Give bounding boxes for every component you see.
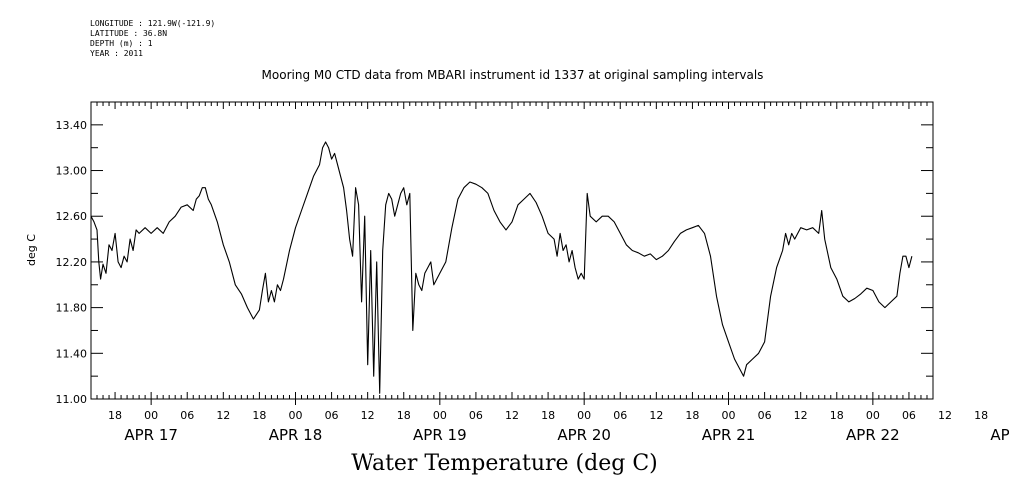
plot-frame <box>90 101 934 400</box>
x-hour-label: 12 <box>794 409 808 422</box>
x-hour-label: 18 <box>252 409 266 422</box>
x-hour-label: 06 <box>469 409 483 422</box>
x-hour-label: 06 <box>325 409 339 422</box>
y-tick-label: 12.20 <box>56 256 88 269</box>
x-hour-label: 00 <box>144 409 158 422</box>
y-tick-label: 11.40 <box>56 347 88 360</box>
x-hour-label: 06 <box>613 409 627 422</box>
x-day-label: APR 19 <box>413 426 467 444</box>
y-tick-label: 11.00 <box>56 393 88 406</box>
x-day-label: APR 17 <box>124 426 178 444</box>
y-tick-label: 13.40 <box>56 119 88 132</box>
x-hour-label: 18 <box>974 409 988 422</box>
y-tick-label: 11.80 <box>56 302 88 315</box>
x-hour-label: 12 <box>216 409 230 422</box>
x-hour-label: 00 <box>288 409 302 422</box>
x-hour-label: 12 <box>505 409 519 422</box>
temperature-series-line <box>90 141 913 394</box>
variable-label: Water Temperature (deg C) <box>351 451 658 476</box>
x-hour-label: 18 <box>108 409 122 422</box>
x-hour-label: 12 <box>938 409 952 422</box>
latitude-text: LATITUDE : 36.8N <box>90 29 168 38</box>
depth-text: DEPTH (m) : 1 <box>90 39 153 48</box>
x-day-label: APR 23 <box>990 426 1009 444</box>
y-tick-label: 13.00 <box>56 165 88 178</box>
x-hour-label: 00 <box>866 409 880 422</box>
x-hour-label: 00 <box>433 409 447 422</box>
x-hour-label: 12 <box>649 409 663 422</box>
x-hour-label: 18 <box>830 409 844 422</box>
x-hour-label: 18 <box>541 409 555 422</box>
x-hour-label: 18 <box>397 409 411 422</box>
y-tick-label: 12.60 <box>56 210 88 223</box>
x-day-label: APR 18 <box>269 426 323 444</box>
location-metadata: LONGITUDE : 121.9W(-121.9) LATITUDE : 36… <box>90 19 215 59</box>
x-hour-label: 12 <box>361 409 375 422</box>
year-text: YEAR : 2011 <box>90 49 143 58</box>
x-day-label: APR 22 <box>846 426 900 444</box>
x-hour-label: 00 <box>577 409 591 422</box>
x-hour-label: 06 <box>902 409 916 422</box>
x-day-label: APR 20 <box>557 426 611 444</box>
chart-title: Mooring M0 CTD data from MBARI instrumen… <box>261 68 764 82</box>
longitude-text: LONGITUDE : 121.9W(-121.9) <box>90 19 216 28</box>
x-hour-label: 18 <box>685 409 699 422</box>
x-hour-label: 06 <box>758 409 772 422</box>
x-hour-label: 00 <box>722 409 736 422</box>
x-hour-label: 06 <box>180 409 194 422</box>
x-day-label: APR 21 <box>702 426 756 444</box>
y-axis-label: deg C <box>25 234 38 266</box>
